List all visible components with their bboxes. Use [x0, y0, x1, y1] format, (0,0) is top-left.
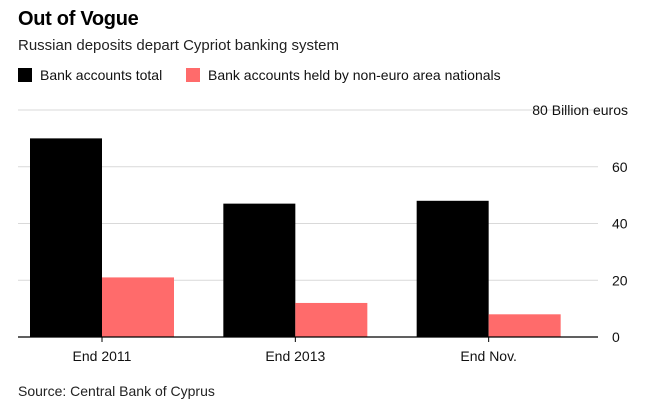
- legend-swatch-total: [18, 68, 32, 82]
- y-tick-label: 0: [612, 329, 620, 345]
- gridlines: [18, 109, 598, 281]
- x-tick-label: End Nov.: [460, 348, 517, 364]
- bar-total: [416, 200, 489, 337]
- y-tick-label: 60: [612, 159, 628, 175]
- y-tick-label: 80 Billion euros: [532, 102, 628, 118]
- bar-total: [223, 203, 296, 337]
- legend-label-total: Bank accounts total: [40, 67, 163, 83]
- x-tick-label: End 2011: [73, 348, 132, 364]
- y-tick-label: 40: [612, 216, 628, 232]
- bar-non-euro: [295, 302, 368, 337]
- legend-swatch-non-euro: [186, 68, 200, 82]
- source-note: Source: Central Bank of Cyprus: [18, 383, 215, 399]
- x-tick-label: End 2013: [265, 348, 325, 364]
- legend-label-non-euro: Bank accounts held by non-euro area nati…: [208, 67, 501, 83]
- tick-labels: 0 20 40 60 80 Billion euros End 2011 End 2013 E…: [18, 102, 628, 364]
- bar-non-euro: [102, 277, 174, 337]
- bar-non-euro: [488, 314, 561, 337]
- bar-total: [30, 138, 102, 337]
- bars: [30, 138, 561, 337]
- legend-item-non-euro: Bank accounts held by non-euro area nati…: [186, 66, 501, 84]
- chart-subtitle: Russian deposits depart Cypriot banking …: [18, 37, 339, 54]
- chart-title: Out of Vogue: [18, 8, 139, 30]
- legend-item-total: Bank accounts total: [18, 66, 162, 84]
- y-tick-label: 20: [612, 272, 628, 288]
